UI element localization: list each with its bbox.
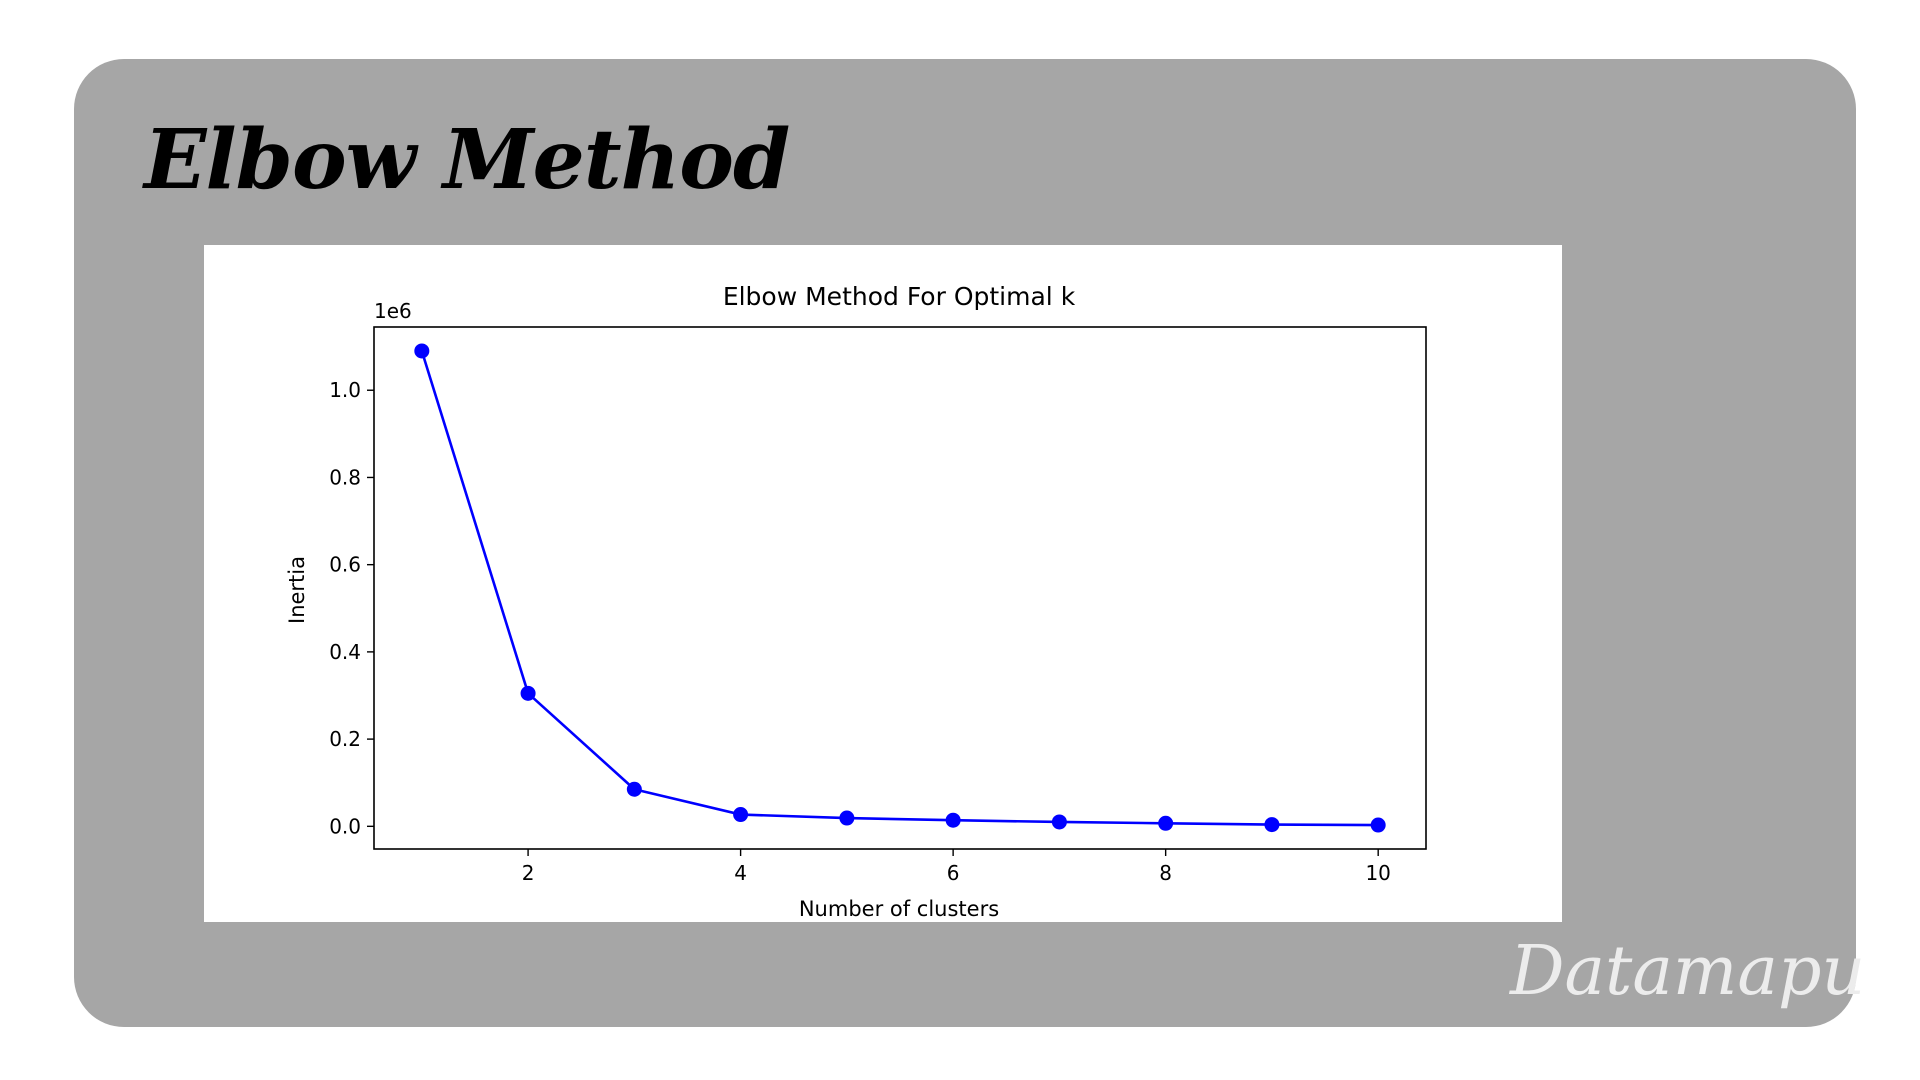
data-point — [945, 812, 961, 828]
data-point — [520, 685, 536, 701]
data-point — [1158, 815, 1174, 831]
x-tick-label: 8 — [1159, 861, 1172, 885]
data-point — [1370, 817, 1386, 833]
x-tick-label: 6 — [947, 861, 960, 885]
x-tick-label: 10 — [1365, 861, 1390, 885]
plot-panel: Elbow Method For Optimal k 1e6 Number of… — [204, 245, 1562, 922]
y-tick-label: 0.2 — [329, 727, 361, 751]
y-tick-label: 0.8 — [329, 465, 361, 489]
y-tick-label: 0.4 — [329, 640, 361, 664]
ticks-layer: 2 4 6 8 10 0.0 0.2 0.4 0.6 0.8 1.0 — [329, 378, 1391, 885]
data-point — [733, 807, 749, 823]
x-tick-label: 2 — [522, 861, 535, 885]
data-point — [1264, 817, 1280, 833]
data-point — [414, 343, 430, 359]
plot-frame — [373, 326, 1427, 850]
elbow-chart: Elbow Method For Optimal k 1e6 Number of… — [285, 282, 1427, 921]
y-offset-label: 1e6 — [374, 299, 412, 323]
watermark-logo: Datamapu — [1510, 932, 1866, 1011]
series-line — [420, 350, 1379, 827]
data-point — [839, 810, 855, 826]
chart-title: Elbow Method For Optimal k — [723, 282, 1076, 311]
y-axis-label: Inertia — [285, 556, 309, 624]
y-tick-label: 0.0 — [329, 814, 361, 838]
data-point — [626, 781, 642, 797]
data-point — [1051, 814, 1067, 830]
y-tick-label: 0.6 — [329, 553, 361, 577]
x-axis-label: Number of clusters — [799, 897, 999, 921]
x-tick-label: 4 — [734, 861, 747, 885]
y-tick-label: 1.0 — [329, 378, 361, 402]
slide-title: Elbow Method — [144, 112, 790, 208]
series-layer — [414, 343, 1386, 833]
